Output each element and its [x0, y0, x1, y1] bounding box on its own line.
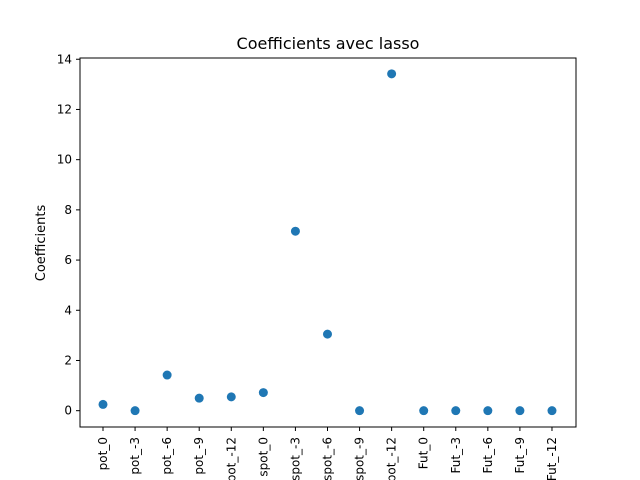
data-point — [483, 406, 493, 416]
y-tick-label: 6 — [64, 253, 72, 267]
data-point — [98, 399, 108, 409]
x-tick-label: Fut_0 — [417, 437, 431, 469]
y-axis-label: Coefficients — [34, 205, 49, 282]
x-tick-label: pot_0 — [96, 437, 110, 470]
x-tick-label: pot_-3 — [128, 437, 142, 475]
plot-frame — [79, 57, 577, 428]
x-tick-label: Fut_-12 — [545, 437, 559, 480]
data-point — [258, 388, 268, 398]
data-point — [451, 406, 461, 416]
data-point — [194, 393, 204, 403]
x-tick-label: pot_-12 — [224, 437, 238, 480]
data-point — [515, 406, 525, 416]
y-tick-label: 8 — [64, 203, 72, 217]
y-tick-label: 12 — [57, 102, 72, 116]
y-tick-label: 10 — [57, 153, 72, 167]
x-tick-label: spot_0 — [256, 437, 270, 477]
data-point — [290, 226, 300, 236]
y-tick-label: 4 — [64, 303, 72, 317]
data-point — [130, 406, 140, 416]
y-axis: 0 2 4 6 8 10 12 14 — [57, 52, 80, 418]
data-point — [419, 406, 429, 416]
x-tick-label: Fut_-3 — [449, 437, 463, 474]
data-point — [355, 406, 365, 416]
x-axis: pot_0 pot_-3 pot_-6 pot_-9 pot_-12 spot_0 spot… — [96, 427, 559, 480]
data-points — [98, 69, 557, 416]
data-point — [162, 370, 172, 380]
data-point — [547, 406, 557, 416]
x-tick-label: spot_-6 — [320, 437, 334, 480]
x-tick-label: Fut_-6 — [481, 437, 495, 474]
y-tick-label: 2 — [64, 353, 72, 367]
chart-title: Coefficients avec lasso — [237, 34, 420, 53]
x-tick-label: spot_-12 — [385, 437, 399, 480]
x-tick-label: spot_-3 — [288, 437, 302, 480]
data-point — [387, 69, 397, 79]
y-tick-label: 0 — [64, 404, 72, 418]
x-tick-label: Fut_-9 — [513, 437, 527, 474]
data-point — [322, 329, 332, 339]
x-tick-label: spot_-9 — [353, 437, 367, 480]
x-tick-label: pot_-6 — [160, 437, 174, 475]
x-tick-label: pot_-9 — [192, 437, 206, 475]
y-tick-label: 14 — [57, 52, 72, 66]
data-point — [226, 392, 236, 402]
